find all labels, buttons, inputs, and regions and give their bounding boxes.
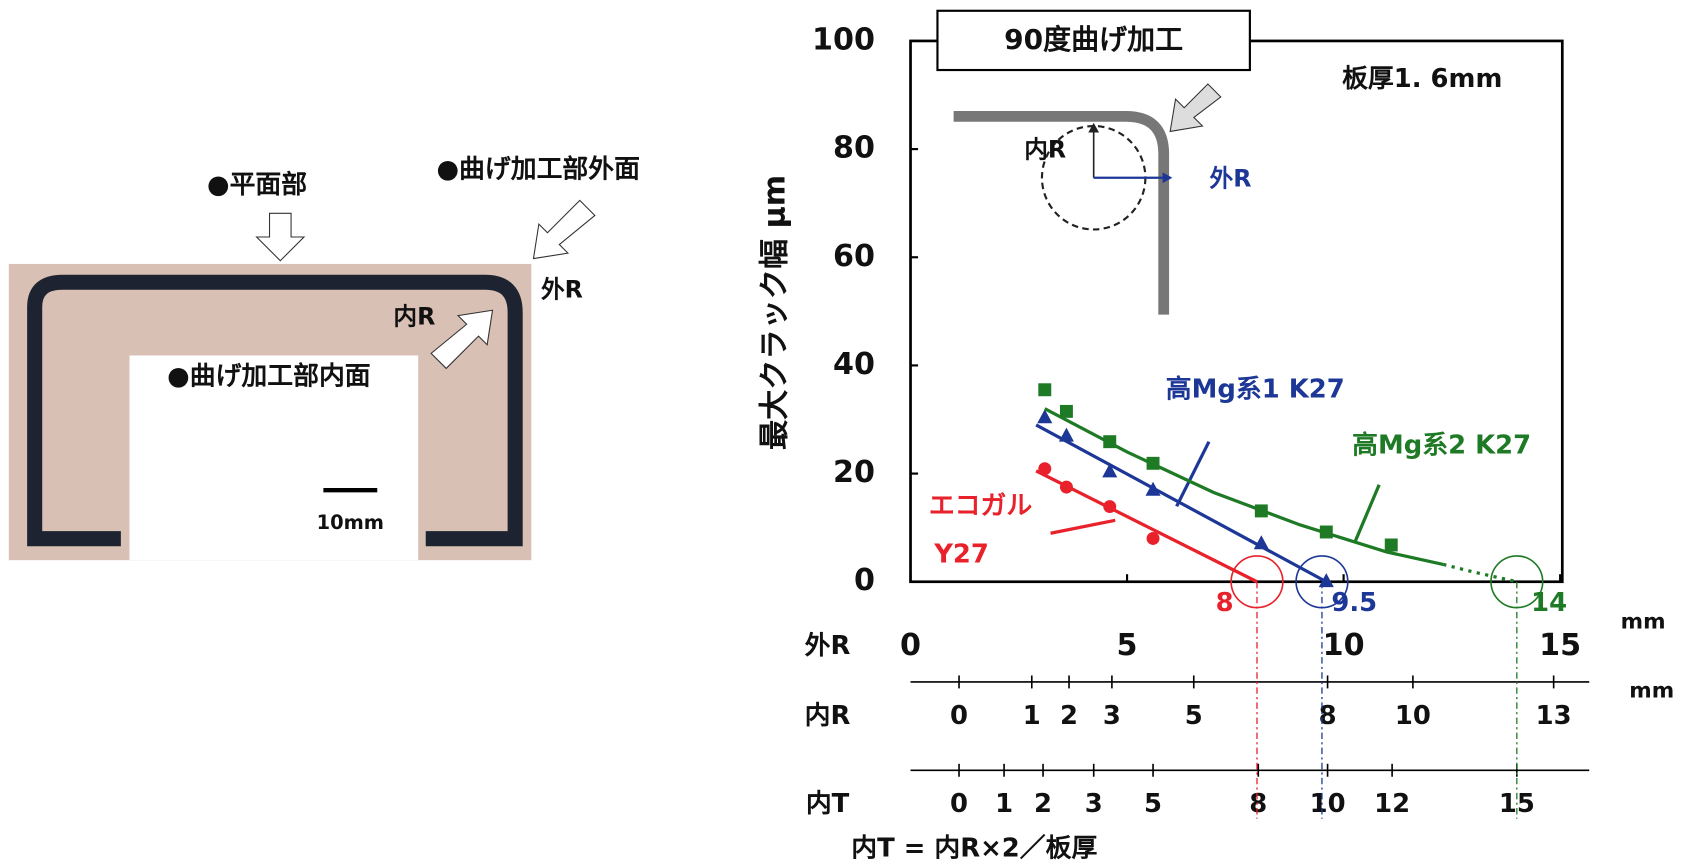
- chart-title: 90度曲げ加工: [1004, 23, 1183, 56]
- point: [1103, 435, 1116, 448]
- inset-label: 内R: [1024, 135, 1066, 163]
- series-label: 高Mg系1 K27: [1166, 373, 1345, 404]
- x-tick-label: 0: [900, 628, 921, 663]
- secondary-tick-label: 0: [950, 701, 968, 731]
- point: [1059, 428, 1074, 442]
- secondary-tick-label: 13: [1536, 701, 1572, 731]
- secondary-tick-label: 3: [1103, 701, 1121, 731]
- y-tick-label: 60: [833, 239, 875, 274]
- arrow: [533, 200, 594, 258]
- arrow-head: [1088, 123, 1099, 133]
- crossing-label: 8: [1216, 588, 1234, 618]
- arrow: [257, 213, 304, 260]
- secondary-tick-label: 1: [1023, 701, 1041, 731]
- y-tick-label: 40: [833, 347, 875, 382]
- inset-label: 外R: [1210, 164, 1252, 192]
- secondary-tick-label: 10: [1395, 701, 1431, 731]
- scale-label: 10mm: [317, 511, 384, 534]
- secondary-tick-label: 0: [950, 789, 968, 819]
- label: 内R: [393, 302, 435, 330]
- inset: 内R 外R: [954, 84, 1252, 315]
- point: [1255, 504, 1268, 517]
- secondary-tick-label: 12: [1374, 789, 1410, 819]
- pointer: [1051, 520, 1116, 533]
- pointer: [1355, 485, 1379, 541]
- y-tick-label: 80: [833, 131, 875, 166]
- x-tick-label: 5: [1117, 628, 1138, 663]
- secondary-tick-label: 8: [1319, 701, 1337, 731]
- secondary-tick-label: 3: [1085, 789, 1103, 819]
- label: ●曲げ加工部内面: [167, 362, 370, 392]
- label: ●平面部: [207, 170, 307, 200]
- secondary-tick-label: 2: [1060, 701, 1078, 731]
- unit: mm: [1621, 610, 1666, 635]
- x-tick-label: 15: [1539, 628, 1581, 663]
- label: 外R: [541, 275, 583, 303]
- secondary-axis-label: 内R: [805, 701, 851, 731]
- photo-panel: ●平面部 ●曲げ加工部外面 外R 内R ●曲げ加工部内面 10mm: [9, 155, 640, 560]
- y-tick-label: 100: [812, 22, 875, 57]
- point: [1147, 457, 1160, 470]
- crossing-label: 9.5: [1331, 588, 1377, 618]
- point: [1038, 383, 1051, 396]
- point: [1060, 405, 1073, 418]
- unit: mm: [1629, 679, 1674, 704]
- y-tick-label: 20: [833, 455, 875, 490]
- fit-line: [1036, 425, 1326, 582]
- figure: ●平面部 ●曲げ加工部外面 外R 内R ●曲げ加工部内面 10mm 90度曲げ加…: [0, 0, 1681, 864]
- pointer: [1177, 442, 1209, 507]
- x-tick-label: 10: [1323, 628, 1365, 663]
- point: [1060, 481, 1073, 494]
- secondary-tick-label: 10: [1310, 789, 1346, 819]
- arrow: [1170, 84, 1221, 131]
- y-tick-label: 0: [854, 563, 875, 598]
- label: ●曲げ加工部外面: [437, 155, 640, 185]
- y-axis-label: 最大クラック幅 μm: [757, 175, 792, 450]
- x-axis-label: 外R: [805, 631, 851, 661]
- series-label: 高Mg系2 K27: [1352, 430, 1531, 461]
- note: 板厚1. 6mm: [1342, 64, 1502, 94]
- secondary-tick-label: 2: [1034, 789, 1052, 819]
- secondary-axis-label: 内T: [806, 789, 850, 819]
- point: [1147, 532, 1160, 545]
- secondary-tick-label: 5: [1144, 789, 1162, 819]
- secondary-tick-label: 5: [1185, 701, 1203, 731]
- formula: 内T = 内R×2／板厚: [851, 833, 1097, 863]
- secondary-tick-label: 8: [1249, 789, 1267, 819]
- point: [1385, 539, 1398, 552]
- point: [1320, 526, 1333, 539]
- fit-line: [1443, 564, 1517, 581]
- point: [1103, 500, 1116, 513]
- crossing-label: 14: [1531, 588, 1567, 618]
- point: [1102, 463, 1117, 477]
- point: [1038, 462, 1051, 475]
- series-label: エコガル: [929, 491, 1033, 521]
- series-label: Y27: [933, 539, 989, 569]
- secondary-tick-label: 1: [995, 789, 1013, 819]
